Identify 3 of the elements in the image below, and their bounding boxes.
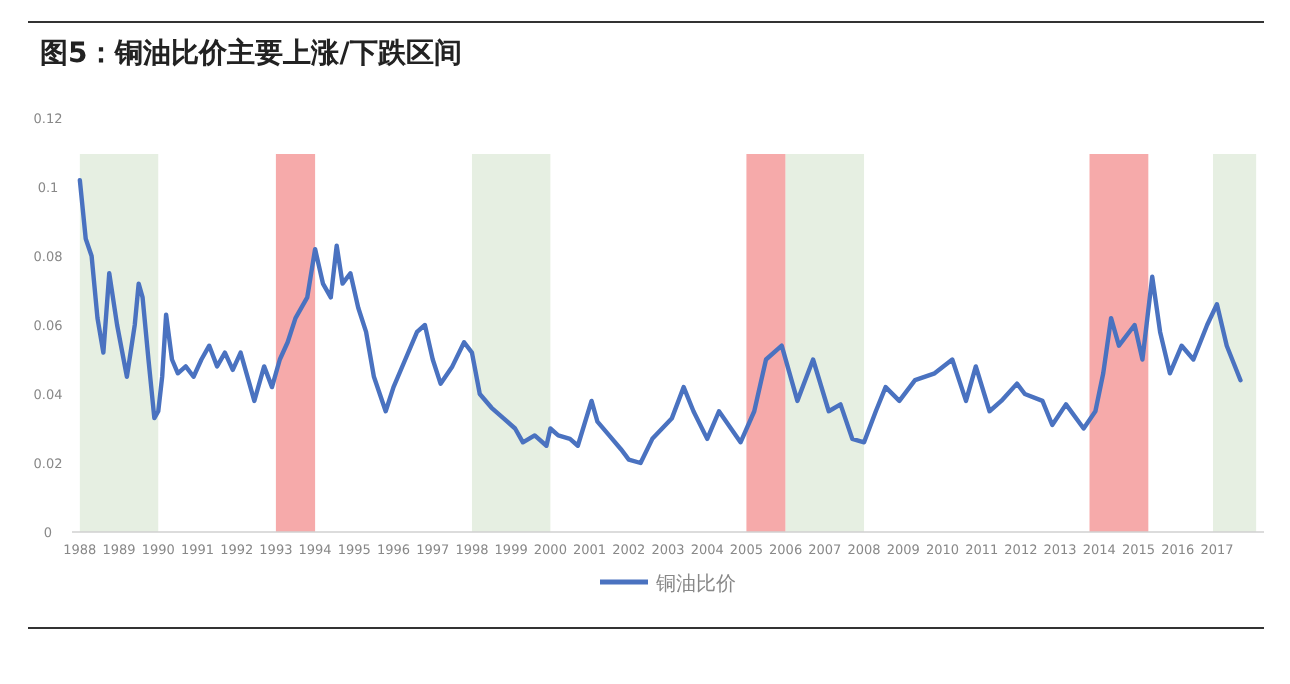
chart-title: 图5：铜油比价主要上涨/下跌区间 [40,36,462,70]
line-series [77,177,1243,466]
legend-label: 铜油比价 [654,572,736,596]
